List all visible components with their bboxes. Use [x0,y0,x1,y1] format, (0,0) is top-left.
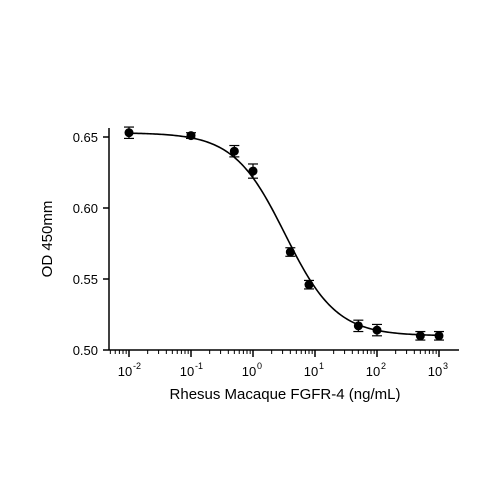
fit-curve [128,132,440,337]
x-tick-label: 10 -2 [118,361,141,379]
x-tick-exponent: -2 [133,361,141,371]
marker [124,128,134,138]
x-tick-base: 10 [242,364,256,379]
marker [415,331,425,341]
data-point [303,279,314,290]
x-tick-label: 10 -1 [180,361,203,379]
x-axis-label: Rhesus Macaque FGFR-4 (ng/mL) [170,386,401,403]
x-tick-exponent: -1 [195,361,203,371]
y-tick-label: 0.60 [73,201,98,216]
x-tick-base: 10 [428,364,442,379]
y-tick-label: 0.55 [73,272,98,287]
x-ticks: 10 -2 10 -1 10 0 10 1 10 2 10 3 [109,350,448,379]
x-tick-label: 10 1 [304,361,324,379]
x-tick-label: 10 3 [428,361,448,379]
data-point [353,319,364,333]
marker [229,146,239,156]
data-point [186,131,196,141]
x-tick-label: 10 2 [366,361,386,379]
y-tick-label: 0.50 [73,343,98,358]
marker [186,131,196,141]
x-tick-exponent: 3 [443,361,448,371]
x-tick-exponent: 2 [381,361,386,371]
y-ticks: 0.50 0.55 0.60 0.65 [73,130,109,358]
data-point [285,247,296,257]
plot-area [124,126,444,341]
marker [248,166,258,176]
y-tick-label: 0.65 [73,130,98,145]
y-axis-label: OD 450mm [39,201,56,278]
x-tick-base: 10 [118,364,132,379]
data-point [434,330,444,341]
data-point [415,330,426,341]
marker [353,321,363,331]
marker [372,325,382,335]
axes [108,128,459,351]
x-tick-base: 10 [304,364,318,379]
x-tick-exponent: 1 [319,361,324,371]
x-tick-label: 10 0 [242,361,262,379]
data-point [229,144,240,158]
x-tick-base: 10 [180,364,194,379]
x-tick-exponent: 0 [257,361,262,371]
data-point [248,163,258,179]
data-point [124,126,134,140]
x-tick-base: 10 [366,364,380,379]
marker [285,247,295,257]
marker [304,280,314,290]
marker [434,331,444,341]
data-point [372,323,382,337]
